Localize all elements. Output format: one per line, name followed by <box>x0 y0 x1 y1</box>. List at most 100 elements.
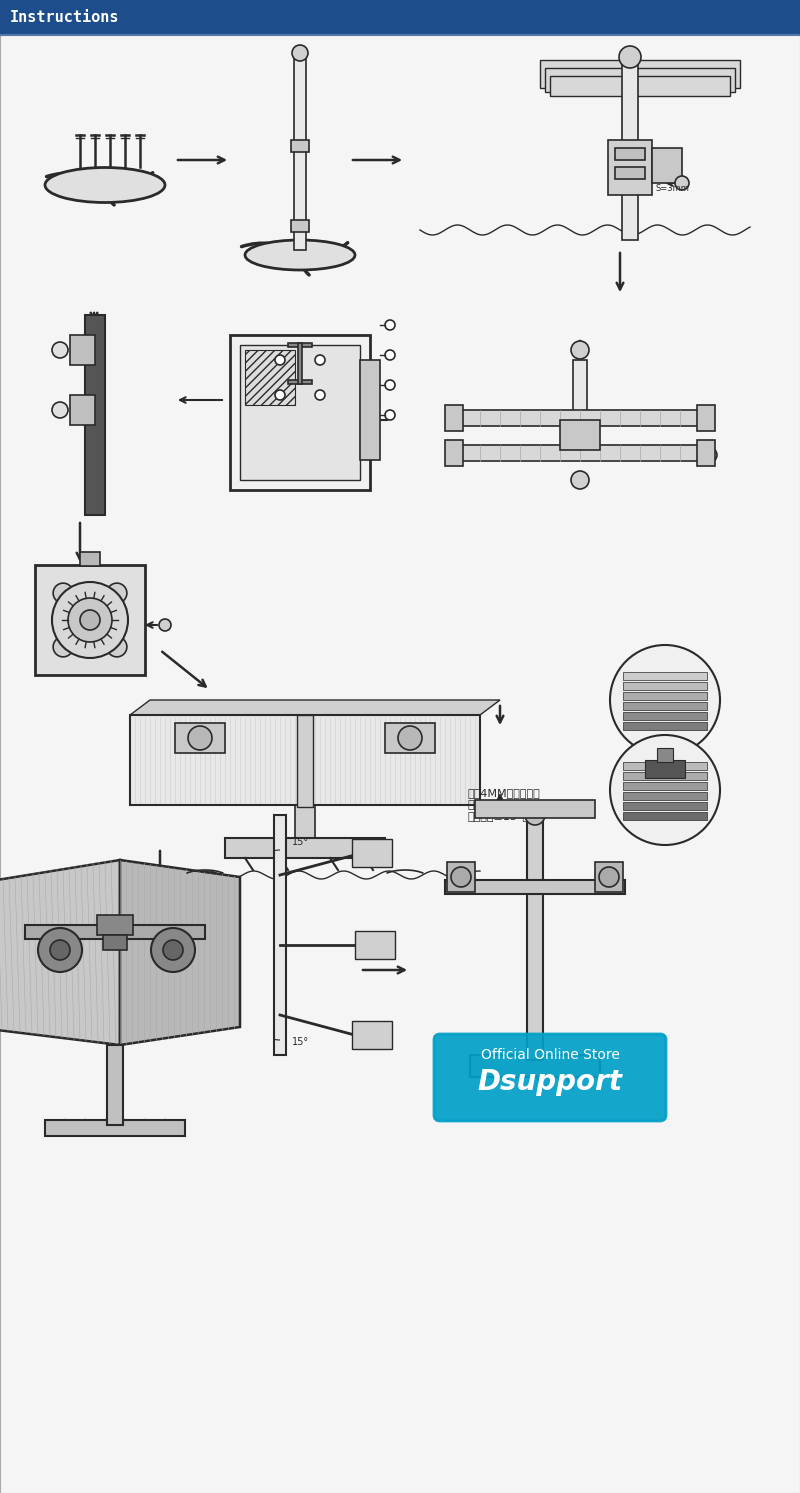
Bar <box>352 1021 392 1048</box>
Bar <box>560 420 600 449</box>
Bar <box>550 76 730 96</box>
Bar <box>295 805 315 841</box>
Circle shape <box>525 805 545 826</box>
Bar <box>175 723 225 752</box>
Bar <box>291 219 309 231</box>
Ellipse shape <box>245 240 355 270</box>
Bar <box>45 1120 185 1136</box>
Circle shape <box>50 941 70 960</box>
Bar <box>623 791 707 800</box>
Bar <box>527 820 543 1060</box>
Bar <box>460 411 700 426</box>
Bar <box>70 334 95 364</box>
Circle shape <box>599 867 619 887</box>
Circle shape <box>703 448 717 461</box>
Circle shape <box>385 320 395 330</box>
Circle shape <box>385 349 395 360</box>
Bar <box>103 935 127 950</box>
Bar <box>240 345 360 481</box>
Polygon shape <box>130 700 500 715</box>
Bar <box>298 343 302 384</box>
Bar <box>623 712 707 720</box>
Circle shape <box>292 45 308 61</box>
Bar <box>274 815 286 1056</box>
Circle shape <box>315 355 325 364</box>
Circle shape <box>571 470 589 490</box>
Circle shape <box>610 735 720 845</box>
Bar <box>615 167 645 179</box>
Polygon shape <box>0 860 120 1045</box>
Bar <box>107 1045 123 1126</box>
Bar <box>288 343 312 346</box>
Bar <box>445 879 625 894</box>
Bar <box>623 691 707 700</box>
Bar <box>623 672 707 679</box>
Bar <box>230 334 370 490</box>
Circle shape <box>107 584 127 603</box>
Bar <box>245 349 295 405</box>
Bar <box>623 782 707 790</box>
Bar <box>225 838 385 858</box>
Bar <box>360 360 380 460</box>
Bar <box>540 60 740 88</box>
Bar <box>291 140 309 152</box>
Bar <box>25 926 205 939</box>
Bar <box>355 932 395 959</box>
Circle shape <box>398 726 422 749</box>
Bar <box>623 682 707 690</box>
Circle shape <box>163 941 183 960</box>
Bar <box>652 148 682 184</box>
Circle shape <box>68 599 112 642</box>
Circle shape <box>151 929 195 972</box>
Bar <box>47 935 63 964</box>
Circle shape <box>53 638 73 657</box>
Circle shape <box>315 390 325 400</box>
Circle shape <box>619 46 641 69</box>
Bar <box>545 69 735 93</box>
Bar <box>697 405 715 431</box>
Bar <box>445 405 463 431</box>
Circle shape <box>385 381 395 390</box>
Bar <box>645 760 685 778</box>
Bar <box>623 772 707 779</box>
Text: Instructions: Instructions <box>10 10 119 25</box>
Bar <box>35 564 145 675</box>
Circle shape <box>571 340 589 358</box>
Bar <box>623 802 707 811</box>
Bar <box>352 839 392 867</box>
Bar <box>595 861 623 891</box>
Bar <box>623 812 707 820</box>
Bar <box>70 396 95 426</box>
Bar <box>385 723 435 752</box>
Bar <box>623 723 707 730</box>
Bar <box>294 55 306 249</box>
Ellipse shape <box>45 167 165 203</box>
Bar <box>97 915 133 935</box>
Bar <box>288 381 312 384</box>
Text: 15°: 15° <box>292 838 309 847</box>
Text: Dsupport: Dsupport <box>478 1067 622 1096</box>
Bar <box>167 935 183 964</box>
Circle shape <box>610 645 720 755</box>
Circle shape <box>188 726 212 749</box>
Bar <box>447 861 475 891</box>
Bar <box>573 360 587 460</box>
Circle shape <box>675 176 689 190</box>
Text: 15°: 15° <box>292 1038 309 1047</box>
Circle shape <box>385 411 395 420</box>
Bar <box>657 748 673 761</box>
Text: S=3mm: S=3mm <box>656 184 690 193</box>
Circle shape <box>451 867 471 887</box>
Bar <box>623 702 707 711</box>
FancyBboxPatch shape <box>434 1035 666 1121</box>
Circle shape <box>275 355 285 364</box>
Bar <box>475 800 595 818</box>
Bar <box>460 445 700 461</box>
Circle shape <box>107 638 127 657</box>
Text: Official Online Store: Official Online Store <box>481 1048 619 1062</box>
Bar <box>85 315 105 515</box>
Bar <box>608 140 652 196</box>
Bar <box>297 715 313 808</box>
Bar <box>80 552 100 566</box>
Circle shape <box>52 402 68 418</box>
